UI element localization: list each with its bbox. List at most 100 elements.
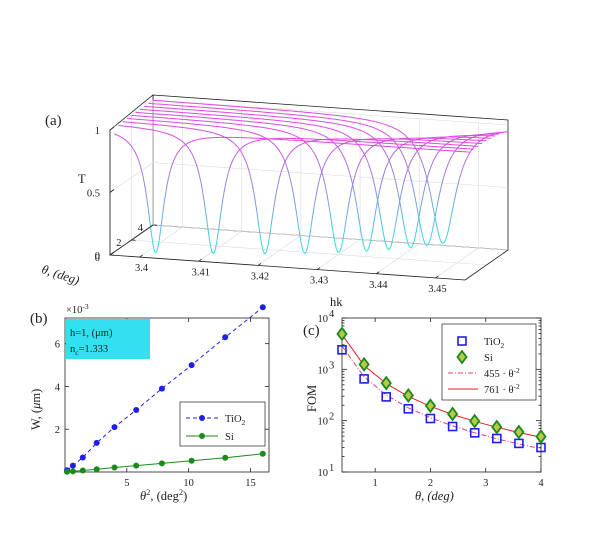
surface-curve-segment bbox=[344, 133, 347, 136]
surface-curve-segment bbox=[396, 147, 400, 150]
floor-edge-right bbox=[464, 249, 509, 281]
surface-curve-segment bbox=[385, 154, 389, 159]
surface-curve-segment bbox=[322, 134, 325, 137]
surface-curve-segment bbox=[434, 154, 437, 159]
surface-curve-segment bbox=[362, 243, 366, 250]
surface-curve-segment bbox=[333, 129, 336, 131]
surface-curve-segment bbox=[282, 163, 285, 168]
surface-curve-segment bbox=[126, 141, 130, 144]
surface-curve-segment bbox=[299, 235, 302, 245]
surface-curve-segment bbox=[412, 188, 416, 197]
surface-curve-segment bbox=[266, 244, 269, 252]
b-si-line bbox=[66, 453, 263, 473]
surface-curve-segment bbox=[394, 128, 397, 130]
surface-curve-segment bbox=[397, 191, 400, 200]
surface-curve-segment bbox=[328, 153, 331, 157]
surface-curve-segment bbox=[404, 134, 407, 137]
surface-curve-segment bbox=[313, 152, 316, 156]
surface-curve-segment bbox=[323, 178, 326, 186]
surface-curve-segment bbox=[193, 139, 196, 142]
surface-curve-segment bbox=[433, 138, 436, 141]
surface-curve-segment bbox=[404, 173, 407, 179]
surface-curve-segment bbox=[307, 236, 311, 246]
hk-tick bbox=[316, 267, 321, 270]
surface-curve-segment bbox=[400, 208, 404, 218]
surface-curve-segment bbox=[390, 154, 393, 158]
surface-curve-segment bbox=[465, 156, 469, 161]
surface-curve-segment bbox=[376, 140, 379, 143]
surface-curve-segment bbox=[385, 124, 388, 126]
surface-curve-segment bbox=[281, 155, 285, 159]
surface-curve-segment bbox=[399, 149, 403, 154]
surface-curve-segment bbox=[388, 136, 392, 139]
surface-curve-segment bbox=[237, 146, 240, 150]
surface-curve-segment bbox=[389, 243, 393, 249]
surface-curve-segment bbox=[144, 186, 148, 197]
surface-curve-segment bbox=[454, 191, 457, 199]
surface-curve-segment bbox=[374, 208, 377, 218]
b-x-tick-label: 15 bbox=[245, 478, 256, 489]
surface-curve-segment bbox=[380, 216, 383, 227]
surface-curve-segment bbox=[260, 135, 263, 138]
hk-tick-label: 3.44 bbox=[369, 280, 388, 291]
surface-curve-segment bbox=[452, 198, 456, 207]
surface-curve-segment bbox=[396, 128, 399, 131]
surface-curve-segment bbox=[368, 147, 371, 150]
c-si-point bbox=[424, 398, 437, 414]
b-tio2-point bbox=[133, 407, 140, 413]
surface-curve-segment bbox=[301, 142, 304, 145]
surface-curve-segment bbox=[114, 133, 117, 135]
surface-curve-segment bbox=[390, 166, 394, 172]
surface-curve-segment bbox=[191, 140, 194, 142]
surface-curve-segment bbox=[399, 130, 402, 133]
surface-curve-segment bbox=[330, 151, 333, 155]
surface-curve-segment bbox=[401, 184, 404, 193]
b-y-tick-label: 4 bbox=[55, 382, 61, 393]
c-fit-tio2-curve bbox=[341, 345, 542, 450]
surface-curve-segment bbox=[229, 139, 232, 142]
surface-curve-segment bbox=[176, 137, 179, 140]
b-tio2-point bbox=[69, 462, 76, 469]
c-y-tick-label: 10 bbox=[318, 365, 329, 376]
surface-curve-segment bbox=[381, 226, 385, 236]
surface-curve-segment bbox=[454, 148, 458, 152]
grid-back-h bbox=[152, 162, 509, 188]
surface-curve-segment bbox=[221, 135, 224, 137]
surface-curve-segment bbox=[128, 142, 131, 146]
surface-curve-segment bbox=[231, 159, 234, 164]
surface-curve-segment bbox=[131, 146, 135, 150]
surface-curve-segment bbox=[341, 132, 344, 135]
surface-curve-segment bbox=[369, 236, 372, 245]
surface-curve-segment bbox=[449, 214, 453, 224]
grid-floor-theta bbox=[152, 224, 509, 251]
surface-curve-segment bbox=[339, 131, 342, 134]
surface-curve-segment bbox=[355, 168, 358, 174]
surface-curve-segment bbox=[251, 183, 255, 192]
surface-curve-segment bbox=[335, 144, 338, 148]
surface-curve-segment bbox=[173, 156, 177, 161]
surface-curve-segment bbox=[396, 208, 399, 219]
b-tio2-point bbox=[158, 385, 165, 392]
panel-b-legend-box bbox=[179, 401, 266, 447]
surface-curve-segment bbox=[402, 133, 406, 136]
surface-curve-segment bbox=[437, 150, 441, 154]
surface-curve-segment bbox=[259, 134, 262, 137]
surface-curve-segment bbox=[368, 165, 372, 171]
surface-curve-segment bbox=[383, 235, 386, 243]
surface-curve-segment bbox=[171, 134, 174, 137]
panel-b-xlabel: θ2, (deg2) bbox=[140, 487, 187, 503]
surface-curve-segment bbox=[414, 152, 417, 156]
surface-curve-segment bbox=[426, 179, 430, 187]
surface-curve-segment bbox=[383, 167, 387, 173]
surface-curve-segment bbox=[157, 238, 160, 248]
c-x-tick-label: 2 bbox=[428, 478, 433, 489]
z-tick bbox=[109, 189, 115, 193]
surface-curve-segment bbox=[234, 153, 237, 157]
panel-b-annotation-line2: nc=1.333 bbox=[70, 344, 108, 357]
surface-curve-segment bbox=[359, 146, 362, 150]
surface-curve-segment bbox=[420, 158, 423, 164]
surface-curve-segment bbox=[392, 227, 396, 237]
surface-curve-segment bbox=[340, 151, 343, 155]
